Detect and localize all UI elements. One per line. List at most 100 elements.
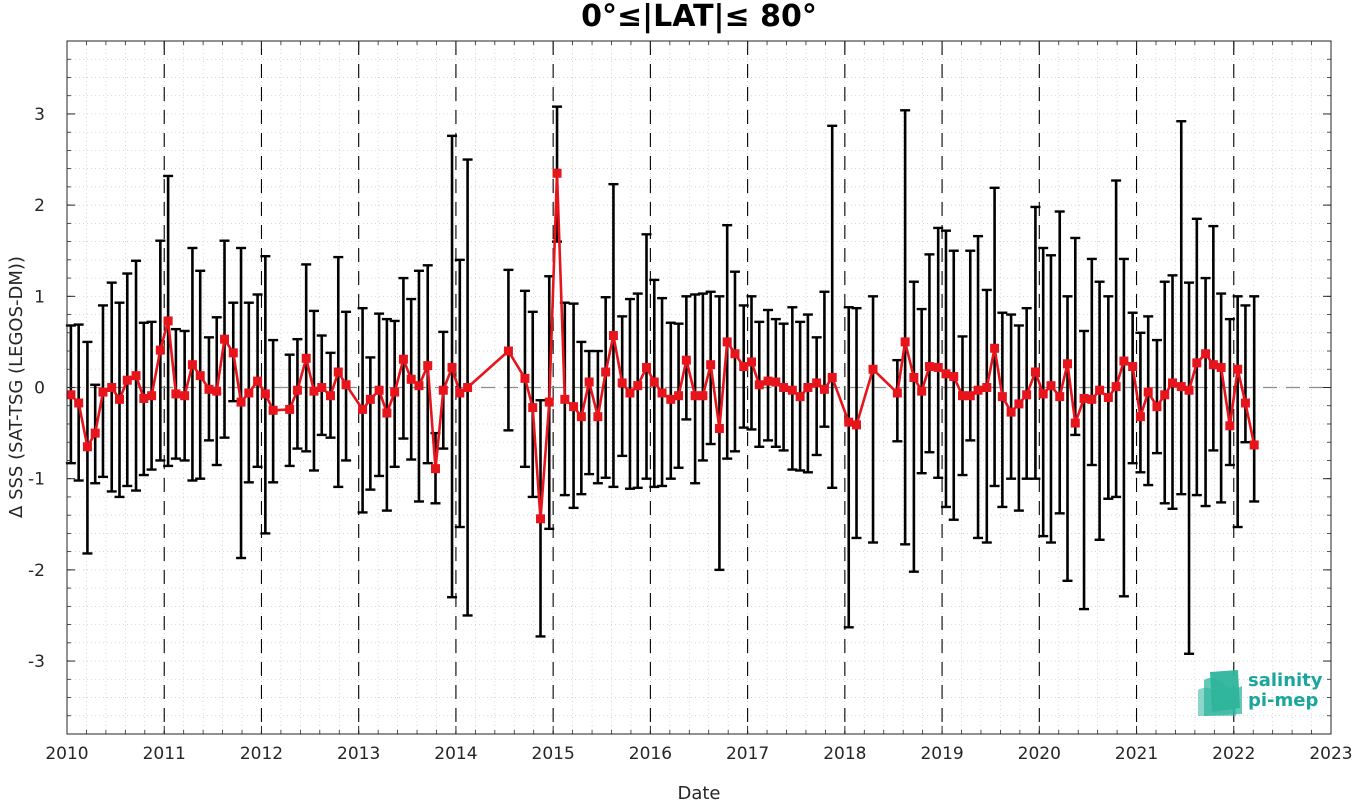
data-point-marker xyxy=(674,391,684,401)
data-point-marker xyxy=(333,367,343,377)
data-point-marker xyxy=(204,384,214,394)
data-point-marker xyxy=(973,385,983,395)
data-point-marker xyxy=(520,373,530,383)
data-point-marker xyxy=(698,391,708,401)
data-point-marker xyxy=(812,378,822,388)
data-point-marker xyxy=(560,394,570,404)
x-axis-label: Date xyxy=(677,783,720,801)
data-point-marker xyxy=(900,337,910,347)
data-point-marker xyxy=(1046,381,1056,391)
data-point-marker xyxy=(690,391,700,401)
data-point-marker xyxy=(398,354,408,364)
data-point-marker xyxy=(1216,362,1226,372)
data-point-marker xyxy=(1192,358,1202,368)
data-point-marker xyxy=(1208,360,1218,370)
data-point-marker xyxy=(98,387,108,397)
data-point-marker xyxy=(82,442,92,452)
data-point-marker xyxy=(253,376,263,386)
data-point-marker xyxy=(455,388,465,398)
x-tick-label: 2022 xyxy=(1212,744,1255,764)
data-point-marker xyxy=(1201,349,1211,359)
x-tick-label: 2016 xyxy=(629,744,672,764)
data-point-marker xyxy=(1103,393,1113,403)
logo-line2: pi-mep xyxy=(1248,690,1318,711)
data-point-marker xyxy=(909,372,919,382)
series-mean-difference xyxy=(66,168,1259,524)
data-point-marker xyxy=(633,381,643,391)
data-point-marker xyxy=(1128,362,1138,372)
data-point-marker xyxy=(997,392,1007,402)
data-point-marker xyxy=(317,383,327,392)
data-point-marker xyxy=(1240,398,1250,408)
data-point-marker xyxy=(228,348,238,358)
data-point-marker xyxy=(949,372,959,382)
data-point-marker xyxy=(212,386,222,396)
data-point-marker xyxy=(536,514,546,524)
data-point-marker xyxy=(601,367,611,377)
x-tick-label: 2017 xyxy=(726,744,769,764)
data-point-marker xyxy=(365,394,375,404)
data-point-marker xyxy=(722,337,732,347)
wave-icon xyxy=(1198,670,1242,716)
data-point-marker xyxy=(552,168,562,178)
data-point-marker xyxy=(180,391,190,401)
data-point-marker xyxy=(171,389,181,399)
data-point-marker xyxy=(868,364,878,374)
x-ticks: 2010 2011 2012 2013 2014 2015 2016 2017 2018 2019… xyxy=(45,41,1353,764)
data-point-marker xyxy=(382,408,392,418)
data-point-marker xyxy=(754,380,764,390)
x-tick-label: 2019 xyxy=(920,744,963,764)
data-point-marker xyxy=(107,383,117,392)
data-point-marker xyxy=(155,345,165,355)
x-tick-label: 2013 xyxy=(337,744,380,764)
data-point-marker xyxy=(771,377,781,387)
data-point-marker xyxy=(341,380,351,390)
logo-line1: salinity xyxy=(1248,670,1323,691)
data-point-marker xyxy=(576,412,586,422)
data-point-marker xyxy=(1022,390,1032,400)
x-tick-label: 2015 xyxy=(532,744,575,764)
x-tick-label: 2010 xyxy=(45,744,88,764)
data-point-marker xyxy=(649,377,659,387)
data-point-marker xyxy=(957,391,967,401)
data-point-marker xyxy=(1168,378,1178,388)
data-point-marker xyxy=(1095,385,1105,395)
data-point-marker xyxy=(569,402,579,412)
data-point-marker xyxy=(463,383,473,392)
x-tick-label: 2020 xyxy=(1018,744,1061,764)
data-point-marker xyxy=(641,362,651,372)
data-point-marker xyxy=(301,353,311,363)
data-point-marker xyxy=(1111,382,1121,392)
y-tick-label: 3 xyxy=(34,105,45,125)
data-point-marker xyxy=(795,392,805,402)
data-point-marker xyxy=(528,403,538,413)
error-bars xyxy=(65,105,1260,655)
data-point-marker xyxy=(892,388,902,398)
data-point-marker xyxy=(844,417,854,427)
y-ticks: -3 -2 -1 0 1 2 3 xyxy=(28,40,1331,735)
data-point-marker xyxy=(1055,392,1065,402)
data-point-marker xyxy=(827,372,837,382)
data-point-marker xyxy=(66,390,76,400)
data-point-marker xyxy=(131,371,141,381)
data-point-marker xyxy=(244,388,254,398)
data-point-marker xyxy=(268,405,278,415)
data-point-marker xyxy=(544,397,554,407)
data-point-marker xyxy=(260,389,270,399)
data-point-marker xyxy=(195,371,205,381)
data-point-marker xyxy=(941,369,951,379)
data-point-marker xyxy=(358,404,368,414)
data-point-marker xyxy=(187,360,197,370)
data-point-marker xyxy=(1030,367,1040,377)
data-point-marker xyxy=(309,386,319,396)
y-tick-label: -2 xyxy=(28,561,45,581)
data-point-marker xyxy=(1119,356,1129,366)
data-point-marker xyxy=(1184,385,1194,395)
data-point-marker xyxy=(617,378,627,388)
data-point-marker xyxy=(803,383,813,392)
data-point-marker xyxy=(1079,393,1089,403)
data-point-marker xyxy=(163,316,173,326)
data-point-marker xyxy=(1087,394,1097,404)
data-point-marker xyxy=(779,383,789,392)
